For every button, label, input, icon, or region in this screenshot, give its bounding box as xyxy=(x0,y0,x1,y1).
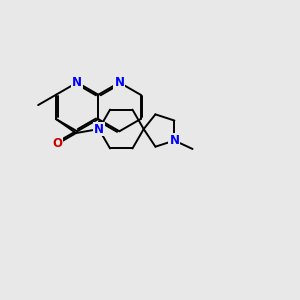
Text: N: N xyxy=(114,76,124,89)
Text: N: N xyxy=(169,134,179,147)
Text: N: N xyxy=(72,76,82,89)
Text: N: N xyxy=(94,122,104,136)
Text: O: O xyxy=(52,137,62,150)
